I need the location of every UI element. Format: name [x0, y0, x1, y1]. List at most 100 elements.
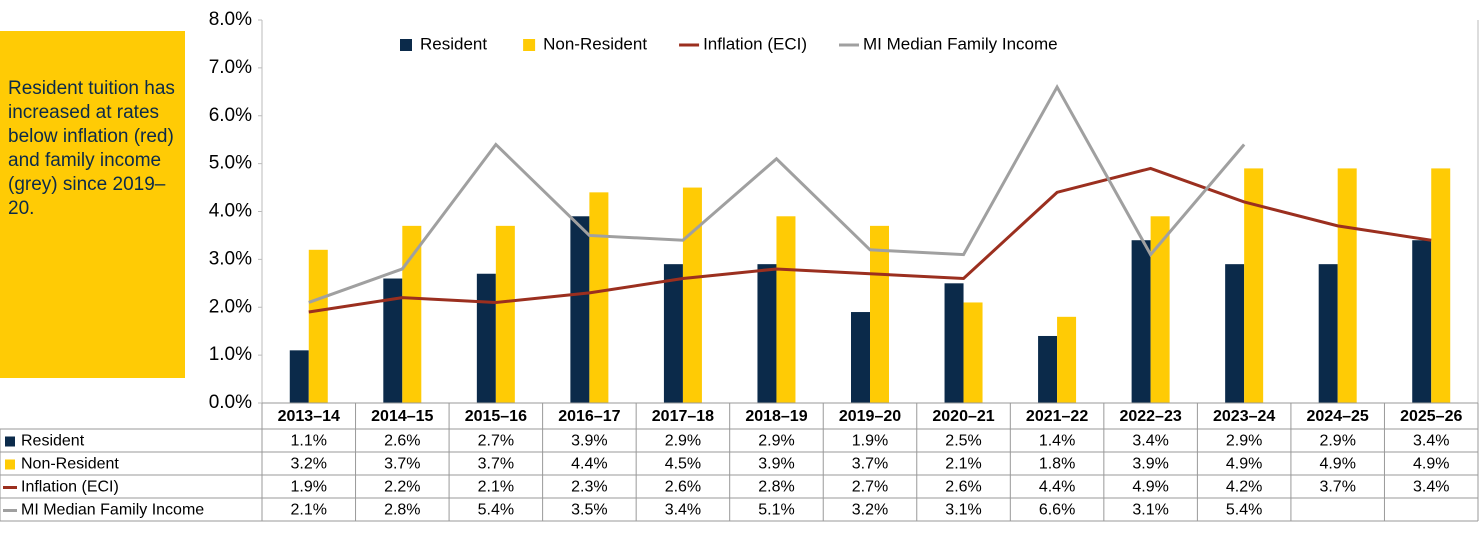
row-label: Resident: [21, 433, 85, 450]
x-tick-label: 2017–18: [652, 408, 714, 425]
bar: [1057, 316, 1077, 403]
bar: [289, 350, 309, 403]
table-cell: 3.4%: [1413, 433, 1449, 450]
legend-label: Resident: [420, 34, 487, 53]
table-cell: 3.5%: [571, 502, 607, 519]
legend-label: MI Median Family Income: [863, 34, 1058, 53]
x-tick-label: 2018–19: [745, 408, 807, 425]
table-cell: 2.9%: [1226, 433, 1262, 450]
table-cell: 4.9%: [1413, 456, 1449, 473]
table-cell: 5.4%: [1226, 502, 1262, 519]
bar: [570, 216, 590, 403]
y-tick-label: 0.0%: [209, 392, 252, 413]
x-tick-label: 2024–25: [1307, 408, 1369, 425]
x-tick-label: 2014–15: [371, 408, 433, 425]
x-tick-label: 2020–21: [932, 408, 994, 425]
bar: [402, 225, 422, 403]
table-cell: 4.4%: [571, 456, 607, 473]
bar: [963, 302, 983, 403]
table-cell: 2.2%: [384, 479, 420, 496]
table-cell: 1.8%: [1039, 456, 1075, 473]
table-cell: 6.6%: [1039, 502, 1075, 519]
table-cell: 2.7%: [852, 479, 888, 496]
table-cell: 1.9%: [852, 433, 888, 450]
table-cell: 4.4%: [1039, 479, 1075, 496]
annotation: Resident tuition has increased at rates …: [0, 31, 185, 378]
legend-label: Non-Resident: [543, 34, 647, 53]
y-tick-label: 6.0%: [209, 105, 252, 126]
bar: [1412, 240, 1432, 403]
y-tick-label: 7.0%: [209, 57, 252, 78]
table-cell: 3.1%: [945, 502, 981, 519]
table-cell: 1.4%: [1039, 433, 1075, 450]
row-label: Non-Resident: [21, 456, 119, 473]
table-cell: 3.4%: [1413, 479, 1449, 496]
bar: [589, 192, 609, 403]
y-tick-label: 5.0%: [209, 153, 252, 174]
row-label: Inflation (ECI): [21, 479, 119, 496]
table-cell: 3.7%: [478, 456, 514, 473]
bar: [757, 264, 777, 403]
x-tick-label: 2015–16: [465, 408, 527, 425]
bar: [1431, 168, 1451, 403]
table-cell: 5.4%: [478, 502, 514, 519]
table-cell: 2.3%: [571, 479, 607, 496]
y-tick-label: 3.0%: [209, 248, 252, 269]
x-tick-label: 2021–22: [1026, 408, 1088, 425]
table-cell: 3.1%: [1132, 502, 1168, 519]
x-tick-label: 2023–24: [1213, 408, 1275, 425]
x-tick-label: 2019–20: [839, 408, 901, 425]
table-cell: 3.2%: [852, 502, 888, 519]
x-tick-label: 2022–23: [1119, 408, 1181, 425]
table-cell: 3.4%: [1132, 433, 1168, 450]
y-tick-label: 2.0%: [209, 296, 252, 317]
table-cell: 2.9%: [665, 433, 701, 450]
table-cell: 2.6%: [945, 479, 981, 496]
bar: [1150, 216, 1170, 403]
bar: [1318, 264, 1338, 403]
table-cell: 1.9%: [291, 479, 327, 496]
bar: [476, 273, 496, 403]
table-cell: 3.9%: [758, 456, 794, 473]
y-tick-label: 1.0%: [209, 344, 252, 365]
bar: [1225, 264, 1245, 403]
bar: [663, 264, 683, 403]
bar: [1038, 335, 1058, 403]
table-cell: 2.8%: [384, 502, 420, 519]
bar: [851, 312, 870, 403]
bar: [1244, 168, 1264, 403]
table-cell: 4.5%: [665, 456, 701, 473]
bar: [308, 249, 328, 403]
legend-swatch: [523, 39, 536, 51]
table-cell: 3.9%: [1132, 456, 1168, 473]
table-cell: 4.9%: [1226, 456, 1262, 473]
table-cell: 4.2%: [1226, 479, 1262, 496]
table-cell: 4.9%: [1132, 479, 1168, 496]
bar: [944, 283, 964, 403]
legend-swatch: [400, 39, 412, 51]
table-cell: 5.1%: [758, 502, 794, 519]
bar: [682, 187, 702, 403]
table-cell: 2.8%: [758, 479, 794, 496]
table-cell: 3.7%: [852, 456, 888, 473]
row-label: MI Median Family Income: [21, 502, 204, 519]
bar: [495, 225, 515, 403]
table-cell: 4.9%: [1319, 456, 1355, 473]
bar: [870, 225, 889, 403]
table-cell: 2.9%: [758, 433, 794, 450]
y-tick-label: 4.0%: [209, 201, 252, 222]
table-cell: 3.4%: [665, 502, 701, 519]
table-cell: 2.7%: [478, 433, 514, 450]
table-cell: 2.6%: [384, 433, 420, 450]
line: [308, 166, 1432, 314]
bar: [776, 216, 796, 403]
table-cell: 2.6%: [665, 479, 701, 496]
legend-swatch: [5, 436, 15, 447]
y-tick-label: 8.0%: [209, 9, 252, 30]
table-cell: 2.9%: [1319, 433, 1355, 450]
x-tick-label: 2013–14: [278, 408, 340, 425]
table-cell: 3.9%: [571, 433, 607, 450]
x-tick-label: 2016–17: [558, 408, 620, 425]
